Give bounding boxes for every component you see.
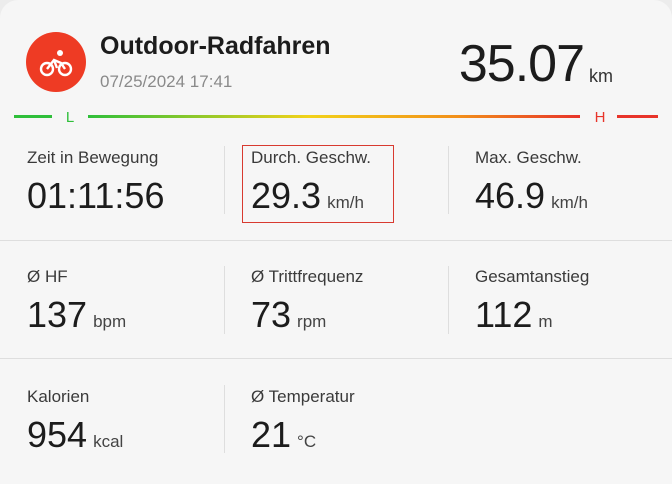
stat-unit: kcal bbox=[93, 432, 124, 451]
stat-number: 01:11:56 bbox=[27, 175, 165, 216]
stat-label: Max. Geschw. bbox=[475, 148, 582, 167]
stat-unit: km/h bbox=[327, 193, 364, 212]
stat-value: 29.3 km/h bbox=[251, 175, 364, 217]
stat-label: Durch. Geschw. bbox=[251, 148, 371, 167]
stat-label: Ø HF bbox=[27, 267, 68, 286]
stat-value: 01:11:56 bbox=[27, 175, 164, 217]
cycling-icon bbox=[26, 32, 86, 92]
stat-label: Ø Temperatur bbox=[251, 387, 355, 406]
stat-number: 954 bbox=[27, 414, 88, 455]
stat-number: 29.3 bbox=[251, 175, 322, 216]
stat-number: 46.9 bbox=[475, 175, 546, 216]
stat-value: 137 bpm bbox=[27, 294, 126, 336]
divider bbox=[224, 146, 225, 214]
stat-label: Ø Trittfrequenz bbox=[251, 267, 364, 286]
activity-title: Outdoor-Radfahren bbox=[100, 32, 331, 60]
stat-number: 21 bbox=[251, 414, 292, 455]
divider bbox=[448, 146, 449, 214]
divider bbox=[448, 266, 449, 334]
stat-value: 46.9 km/h bbox=[475, 175, 588, 217]
divider bbox=[0, 358, 672, 359]
activity-datetime: 07/25/2024 17:41 bbox=[100, 72, 233, 91]
stat-unit: km/h bbox=[551, 193, 588, 212]
stat-label: Zeit in Bewegung bbox=[27, 148, 159, 167]
stat-unit: rpm bbox=[297, 312, 327, 331]
stat-label: Kalorien bbox=[27, 387, 90, 406]
distance-unit: km bbox=[589, 66, 613, 86]
stat-unit: m bbox=[538, 312, 553, 331]
distance-value: 35.07 bbox=[458, 35, 585, 93]
highlight-box bbox=[242, 145, 394, 223]
stat-number: 73 bbox=[251, 294, 292, 335]
stat-label: Gesamtanstieg bbox=[475, 267, 590, 286]
low-label: L bbox=[66, 109, 74, 126]
stat-value: 21 °C bbox=[251, 414, 316, 456]
intensity-bar: L H bbox=[14, 109, 658, 126]
high-label: H bbox=[595, 109, 606, 126]
stat-unit: °C bbox=[297, 432, 317, 451]
stat-number: 137 bbox=[27, 294, 88, 335]
stat-value: 112 m bbox=[475, 294, 553, 336]
divider bbox=[0, 240, 672, 241]
stat-value: 73 rpm bbox=[251, 294, 326, 336]
stat-unit: bpm bbox=[93, 312, 127, 331]
divider bbox=[224, 385, 225, 453]
stat-number: 112 bbox=[475, 294, 533, 335]
divider bbox=[224, 266, 225, 334]
stat-value: 954 kcal bbox=[27, 414, 123, 456]
